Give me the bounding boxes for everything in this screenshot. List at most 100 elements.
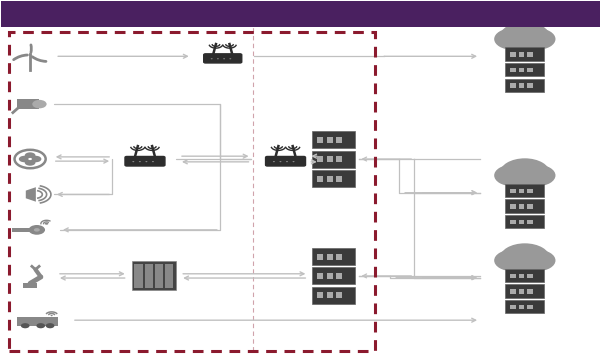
Bar — [505, 269, 545, 282]
Circle shape — [519, 28, 555, 50]
Bar — [317, 176, 323, 182]
Bar — [154, 264, 163, 288]
Bar — [519, 273, 524, 278]
Circle shape — [286, 161, 288, 162]
Bar — [326, 176, 332, 182]
Bar — [326, 292, 332, 298]
Bar — [12, 228, 35, 232]
Circle shape — [34, 228, 40, 232]
Bar — [505, 47, 545, 61]
Bar — [505, 184, 545, 197]
Bar — [527, 52, 532, 57]
Bar — [46, 317, 58, 326]
Bar — [326, 273, 332, 279]
Bar — [1, 1, 600, 27]
Bar — [510, 289, 516, 294]
Bar — [505, 285, 545, 298]
Bar — [519, 204, 524, 209]
Bar — [527, 68, 532, 72]
Bar — [326, 254, 332, 260]
Circle shape — [37, 323, 45, 328]
Circle shape — [50, 315, 53, 316]
Circle shape — [25, 159, 35, 166]
Polygon shape — [26, 187, 36, 202]
Circle shape — [513, 170, 546, 189]
Bar — [135, 264, 142, 288]
Bar — [312, 248, 355, 265]
Circle shape — [32, 100, 47, 109]
Bar — [317, 292, 323, 298]
Circle shape — [519, 250, 555, 271]
Circle shape — [28, 158, 32, 160]
Bar — [336, 156, 342, 162]
Bar — [510, 68, 516, 72]
Circle shape — [494, 250, 530, 271]
Bar — [527, 83, 532, 88]
Bar — [312, 287, 355, 303]
Bar — [165, 264, 172, 288]
Circle shape — [230, 58, 231, 59]
Bar — [510, 52, 516, 57]
Bar — [23, 283, 37, 288]
Bar — [527, 188, 532, 193]
Bar — [317, 273, 323, 279]
Bar — [519, 83, 524, 88]
Bar — [317, 137, 323, 143]
Circle shape — [504, 170, 536, 189]
Circle shape — [494, 165, 530, 186]
Bar — [312, 131, 355, 149]
Text: CLOUD: CLOUD — [496, 10, 530, 19]
Bar — [312, 267, 355, 285]
Bar — [312, 151, 355, 167]
Bar — [527, 289, 532, 294]
Circle shape — [499, 22, 550, 52]
Circle shape — [29, 225, 45, 235]
Circle shape — [46, 323, 55, 328]
Bar — [519, 68, 524, 72]
Bar — [17, 100, 38, 109]
Circle shape — [44, 223, 48, 225]
Text: EDGE: EDGE — [149, 10, 177, 19]
Bar — [519, 305, 524, 310]
Bar — [144, 264, 153, 288]
Bar — [510, 188, 516, 193]
Circle shape — [513, 255, 546, 274]
Bar — [519, 52, 524, 57]
Bar — [505, 79, 545, 92]
Bar — [519, 220, 524, 225]
Bar — [510, 204, 516, 209]
Circle shape — [29, 54, 32, 56]
Bar — [317, 254, 323, 260]
Circle shape — [217, 58, 219, 59]
Bar — [326, 156, 332, 162]
Bar — [519, 188, 524, 193]
FancyBboxPatch shape — [266, 156, 305, 166]
Circle shape — [211, 58, 213, 59]
Bar — [519, 289, 524, 294]
Circle shape — [293, 161, 294, 162]
Circle shape — [19, 156, 29, 162]
Circle shape — [513, 34, 546, 53]
Bar — [505, 200, 545, 213]
Bar — [317, 156, 323, 162]
Bar — [505, 63, 545, 76]
Circle shape — [279, 161, 281, 162]
Circle shape — [132, 161, 134, 162]
Bar — [336, 176, 342, 182]
Bar — [312, 170, 355, 187]
Bar — [510, 220, 516, 225]
Bar — [510, 273, 516, 278]
Bar — [336, 292, 342, 298]
Circle shape — [494, 28, 530, 50]
Bar — [336, 137, 342, 143]
FancyBboxPatch shape — [125, 156, 165, 166]
Circle shape — [25, 152, 35, 159]
Circle shape — [519, 165, 555, 186]
Bar — [336, 254, 342, 260]
Bar — [326, 137, 332, 143]
Circle shape — [499, 243, 550, 273]
Circle shape — [21, 323, 29, 328]
Circle shape — [499, 158, 550, 188]
Bar — [336, 273, 342, 279]
Circle shape — [504, 255, 536, 274]
